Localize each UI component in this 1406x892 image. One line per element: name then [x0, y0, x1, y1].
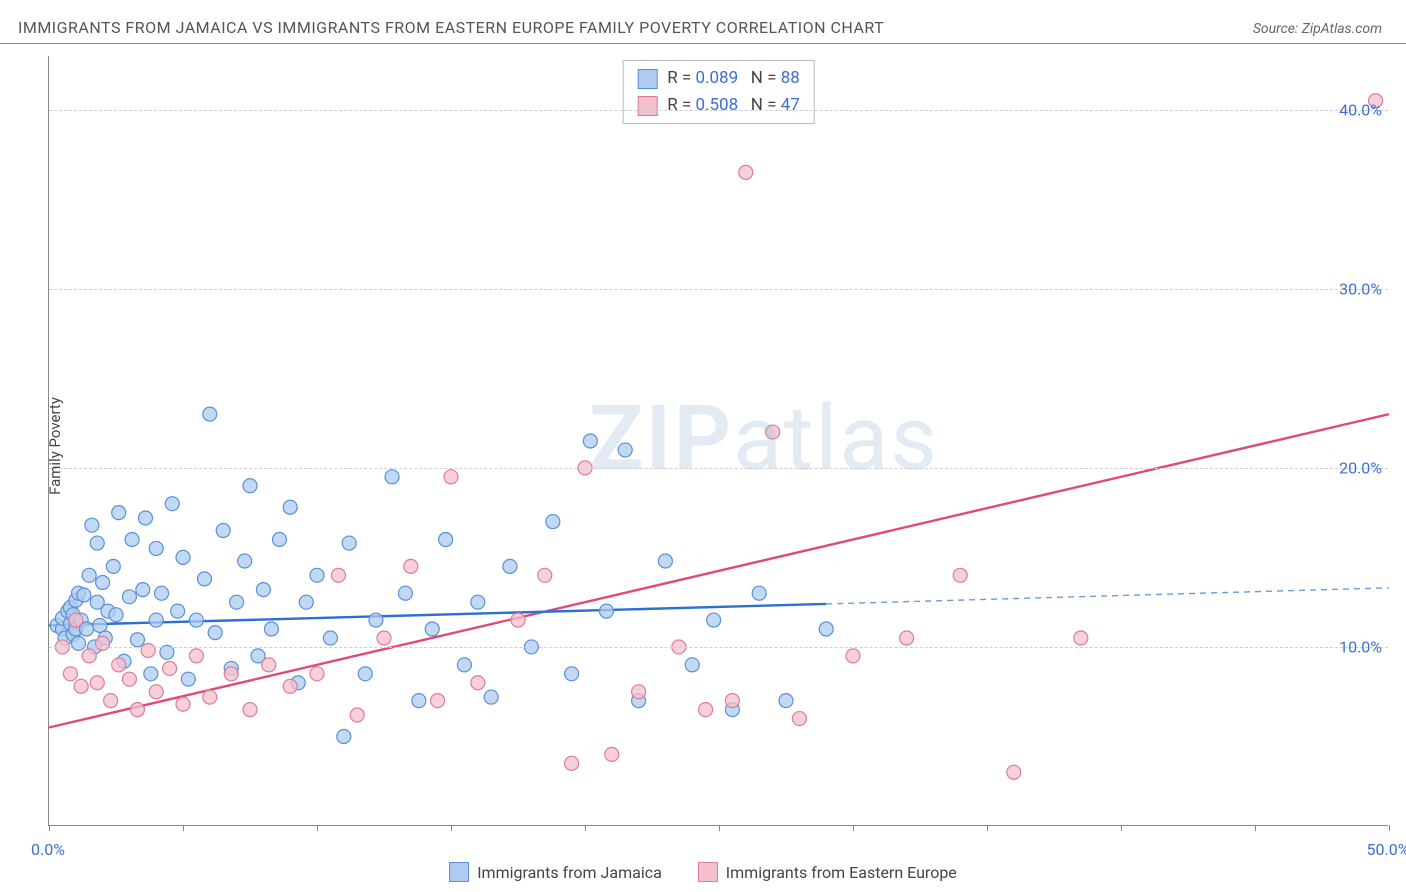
n-value-eastern-europe: 47	[781, 95, 800, 115]
legend-label: Immigrants from Jamaica	[477, 863, 662, 882]
legend-swatch-icon	[698, 862, 718, 882]
x-tick-mark	[317, 825, 318, 831]
x-tick-mark	[183, 825, 184, 831]
x-tick-mark	[1255, 825, 1256, 831]
legend-row-jamaica: R = 0.089 N = 88	[637, 65, 800, 92]
r-value-eastern-europe: 0.508	[695, 95, 738, 115]
legend-text: R = 0.089 N = 88	[667, 65, 800, 92]
source-attribution: Source: ZipAtlas.com	[1253, 21, 1382, 37]
source-prefix: Source:	[1253, 21, 1302, 37]
x-tick-label: 50.0%	[1367, 840, 1406, 859]
legend-row-eastern-europe: R = 0.508 N = 47	[637, 92, 800, 119]
chart-title: IMMIGRANTS FROM JAMAICA VS IMMIGRANTS FR…	[18, 18, 884, 37]
header-bar: IMMIGRANTS FROM JAMAICA VS IMMIGRANTS FR…	[0, 0, 1406, 44]
correlation-legend: R = 0.089 N = 88 R = 0.508 N = 47	[622, 60, 815, 124]
x-tick-mark	[1389, 825, 1390, 831]
legend-swatch-eastern-europe	[637, 96, 657, 116]
x-tick-mark	[49, 825, 50, 831]
gridline	[49, 468, 1388, 469]
n-value-jamaica: 88	[781, 68, 800, 88]
x-tick-mark	[987, 825, 988, 831]
source-name: ZipAtlas.com	[1302, 21, 1382, 37]
legend-text: R = 0.508 N = 47	[667, 92, 800, 119]
x-tick-mark	[451, 825, 452, 831]
y-tick-label: 20.0%	[1339, 458, 1382, 477]
y-tick-label: 10.0%	[1339, 637, 1382, 656]
legend-swatch-jamaica	[637, 69, 657, 89]
plot-svg	[49, 56, 1388, 825]
gridline	[49, 289, 1388, 290]
plot-area: ZIPatlas R = 0.089 N = 88 R = 0.508 N = …	[48, 56, 1388, 826]
legend-label: Immigrants from Eastern Europe	[726, 863, 957, 882]
legend-swatch-icon	[449, 862, 469, 882]
gridline	[49, 647, 1388, 648]
x-tick-label: 0.0%	[31, 840, 65, 859]
x-tick-mark	[1121, 825, 1122, 831]
series-legend: Immigrants from Jamaica Immigrants from …	[0, 862, 1406, 882]
legend-item-eastern-europe: Immigrants from Eastern Europe	[698, 862, 957, 882]
x-tick-mark	[585, 825, 586, 831]
y-tick-label: 40.0%	[1339, 100, 1382, 119]
gridline	[49, 110, 1388, 111]
r-value-jamaica: 0.089	[695, 68, 738, 88]
x-tick-mark	[853, 825, 854, 831]
y-tick-label: 30.0%	[1339, 279, 1382, 298]
x-tick-mark	[719, 825, 720, 831]
legend-item-jamaica: Immigrants from Jamaica	[449, 862, 662, 882]
